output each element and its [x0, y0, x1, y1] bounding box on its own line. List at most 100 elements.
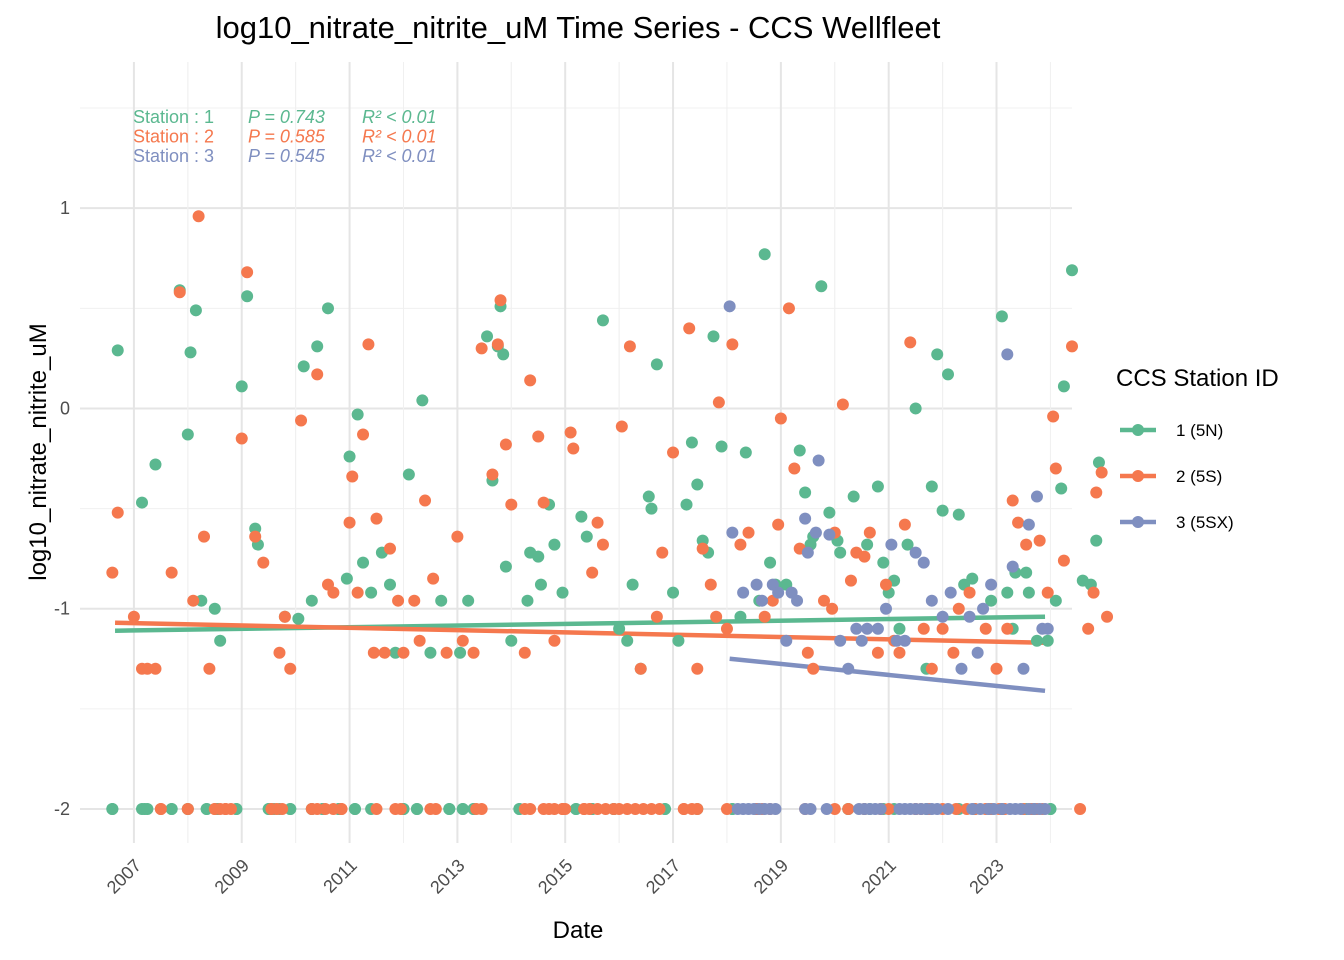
annotation-station-label: Station : 2 [133, 127, 214, 147]
data-point-series-1 [435, 595, 447, 607]
data-point-series-1 [877, 557, 889, 569]
data-point-series-2 [826, 603, 838, 615]
data-point-series-2 [419, 495, 431, 507]
data-point-series-1 [149, 459, 161, 471]
data-point-series-2 [880, 579, 892, 591]
data-point-series-3 [1001, 348, 1013, 360]
data-point-series-1 [292, 613, 304, 625]
data-point-series-2 [346, 471, 358, 483]
data-point-series-3 [899, 635, 911, 647]
data-point-series-1 [481, 330, 493, 342]
data-point-series-2 [538, 497, 550, 509]
annotation-r-squared: R² < 0.01 [362, 127, 437, 147]
data-point-series-1 [1055, 483, 1067, 495]
x-tick-label: 2023 [965, 855, 1007, 897]
annotation-station-label: Station : 1 [133, 107, 214, 127]
data-point-series-2 [893, 647, 905, 659]
data-point-series-2 [106, 567, 118, 579]
legend-key-point [1132, 470, 1144, 482]
data-point-series-1 [214, 635, 226, 647]
data-point-series-1 [581, 531, 593, 543]
data-point-series-2 [357, 428, 369, 440]
data-point-series-3 [875, 803, 887, 815]
data-point-series-3 [769, 803, 781, 815]
data-point-series-1 [209, 603, 221, 615]
data-point-series-3 [931, 803, 943, 815]
data-point-series-2 [476, 342, 488, 354]
data-point-series-2 [743, 527, 755, 539]
data-point-series-2 [565, 426, 577, 438]
data-point-series-1 [1001, 587, 1013, 599]
annotation-station-label: Station : 3 [133, 146, 214, 166]
data-point-series-1 [236, 380, 248, 392]
data-point-series-1 [926, 481, 938, 493]
data-point-series-1 [548, 539, 560, 551]
data-point-series-2 [155, 803, 167, 815]
data-point-series-3 [985, 579, 997, 591]
data-point-series-1 [521, 595, 533, 607]
annotation-p-value: P = 0.743 [248, 107, 325, 127]
data-point-series-2 [468, 647, 480, 659]
data-point-series-2 [198, 531, 210, 543]
data-point-series-1 [341, 573, 353, 585]
annotation-r-squared: R² < 0.01 [362, 146, 437, 166]
x-tick-label: 2015 [534, 855, 576, 897]
data-point-series-2 [311, 368, 323, 380]
x-tick-label: 2011 [319, 855, 361, 897]
legend-key-point [1132, 424, 1144, 436]
data-point-series-2 [651, 611, 663, 623]
trend-lines [115, 617, 1045, 691]
data-point-series-2 [430, 803, 442, 815]
data-point-series-3 [937, 611, 949, 623]
data-point-series-1 [645, 503, 657, 515]
data-point-series-1 [349, 803, 361, 815]
data-point-series-2 [654, 803, 666, 815]
data-point-series-1 [352, 408, 364, 420]
data-point-series-2 [691, 803, 703, 815]
data-point-series-1 [311, 340, 323, 352]
x-tick-label: 2021 [858, 855, 900, 897]
data-point-series-2 [1090, 487, 1102, 499]
data-point-series-2 [295, 414, 307, 426]
data-point-series-2 [953, 603, 965, 615]
data-point-series-2 [284, 663, 296, 675]
data-point-series-2 [368, 647, 380, 659]
data-point-series-2 [772, 519, 784, 531]
data-point-series-2 [1001, 623, 1013, 635]
x-tick-label: 2007 [103, 855, 145, 897]
data-point-series-2 [279, 611, 291, 623]
data-point-series-2 [858, 551, 870, 563]
data-point-series-2 [379, 647, 391, 659]
annotation-r-squared: R² < 0.01 [362, 107, 437, 127]
data-point-series-2 [1066, 340, 1078, 352]
data-point-series-1 [953, 509, 965, 521]
data-point-series-2 [918, 623, 930, 635]
chart-title: log10_nitrate_nitrite_uM Time Series - C… [216, 10, 941, 45]
legend-title: CCS Station ID [1116, 365, 1279, 392]
data-point-series-2 [225, 803, 237, 815]
data-point-series-1 [691, 479, 703, 491]
data-point-series-1 [996, 310, 1008, 322]
data-point-series-1 [734, 611, 746, 623]
annotation-p-value: P = 0.545 [248, 146, 326, 166]
x-tick-label: 2017 [642, 855, 684, 897]
data-point-series-1 [141, 803, 153, 815]
data-point-series-1 [834, 547, 846, 559]
data-point-series-1 [462, 595, 474, 607]
data-point-series-2 [624, 340, 636, 352]
data-point-series-1 [1031, 635, 1043, 647]
data-point-series-2 [904, 336, 916, 348]
data-point-series-2 [457, 635, 469, 647]
data-point-series-2 [1007, 495, 1019, 507]
data-point-series-3 [942, 803, 954, 815]
data-point-series-2 [759, 611, 771, 623]
data-point-series-1 [716, 440, 728, 452]
data-point-series-1 [344, 451, 356, 463]
data-point-series-1 [794, 444, 806, 456]
data-point-series-1 [848, 491, 860, 503]
data-point-series-1 [411, 803, 423, 815]
data-point-series-1 [416, 394, 428, 406]
x-tick-label: 2009 [211, 855, 253, 897]
data-point-series-1 [500, 561, 512, 573]
data-point-series-3 [724, 300, 736, 312]
